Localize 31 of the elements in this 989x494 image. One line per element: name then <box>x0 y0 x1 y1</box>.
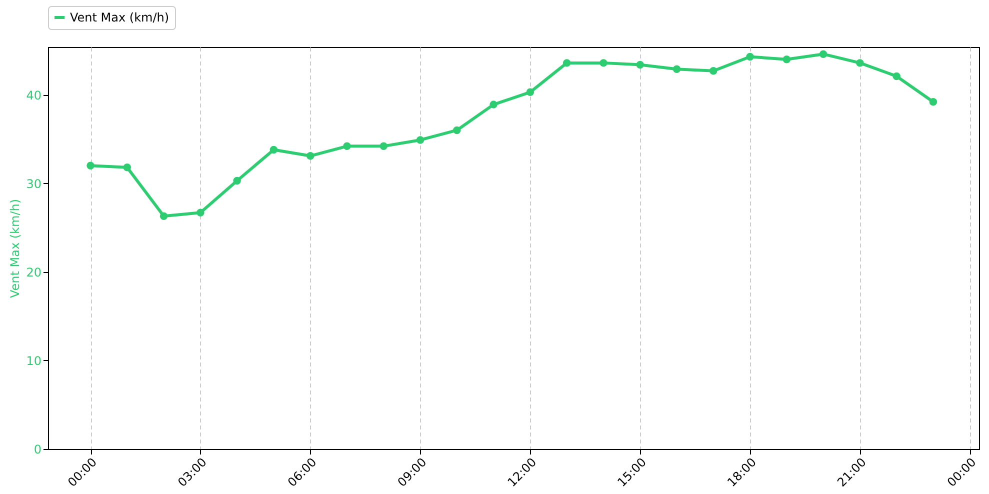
point <box>160 212 168 220</box>
point <box>416 136 424 144</box>
point <box>929 98 938 106</box>
point <box>782 56 791 64</box>
y-axis-title: Vent Max (km/h) <box>8 198 22 298</box>
point <box>856 59 864 67</box>
point <box>672 65 681 73</box>
point <box>562 59 571 67</box>
point <box>453 126 461 134</box>
point <box>306 152 314 160</box>
point <box>343 142 351 150</box>
y-tick-label: 0 <box>34 442 42 456</box>
y-tick-label: 30 <box>26 176 42 191</box>
point <box>746 52 754 61</box>
point <box>270 146 278 154</box>
point <box>600 59 608 67</box>
point <box>196 208 204 216</box>
point <box>233 176 241 185</box>
point <box>709 67 718 75</box>
point <box>380 142 388 150</box>
y-tick-label: 20 <box>26 265 42 280</box>
y-tick-label: 40 <box>26 88 42 102</box>
point <box>819 50 828 58</box>
point <box>86 162 94 170</box>
point <box>490 100 498 108</box>
point <box>123 164 132 172</box>
y-tick-label: 10 <box>26 354 42 368</box>
legend-label: Vent Max (km/h) <box>70 10 170 24</box>
point <box>526 88 534 96</box>
point <box>892 72 900 80</box>
point <box>636 60 644 69</box>
